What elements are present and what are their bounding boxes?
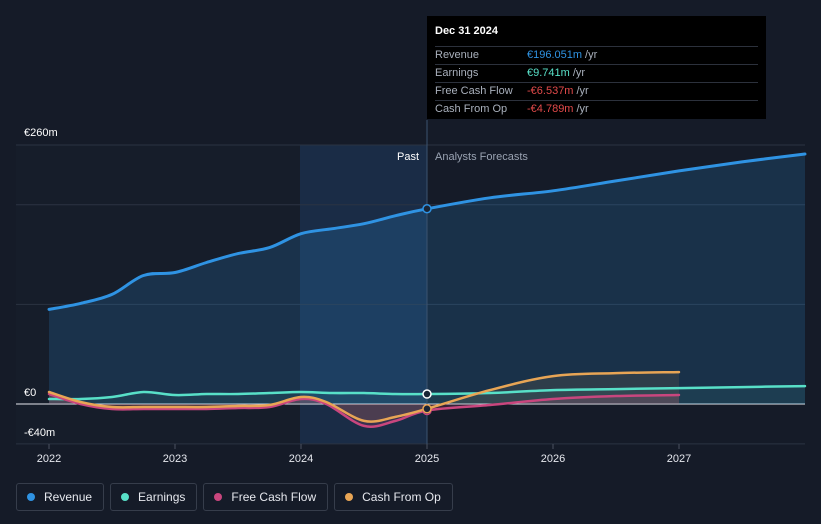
legend-label: Revenue bbox=[44, 490, 93, 504]
x-tick-label-2023: 2023 bbox=[163, 453, 187, 465]
legend: Revenue Earnings Free Cash Flow Cash Fro… bbox=[16, 483, 453, 511]
x-tick-label-2026: 2026 bbox=[541, 453, 565, 465]
series-lines bbox=[47, 152, 807, 428]
tooltip-row-earnings: Earnings €9.741m /yr bbox=[435, 65, 758, 83]
tooltip-label: Earnings bbox=[435, 67, 479, 79]
tooltip-value: -€6.537m bbox=[527, 85, 574, 97]
legend-label: Free Cash Flow bbox=[231, 490, 317, 504]
forecast-label: Analysts Forecasts bbox=[435, 151, 528, 163]
tooltip: Dec 31 2024 Revenue €196.051m /yr Earnin… bbox=[427, 16, 766, 119]
cash-from-op-dot-icon bbox=[345, 493, 354, 501]
x-tick-label-2025: 2025 bbox=[415, 453, 439, 465]
x-axis: 2022 2023 2024 2025 2026 2027 bbox=[37, 444, 691, 465]
revenue-marker bbox=[422, 204, 432, 214]
gridlines bbox=[16, 144, 805, 445]
earnings-line bbox=[47, 384, 807, 401]
legend-item-free-cash-flow[interactable]: Free Cash Flow bbox=[203, 483, 329, 511]
x-tick-label-2024: 2024 bbox=[289, 453, 313, 465]
tooltip-unit: /yr bbox=[585, 49, 598, 61]
cash-from-op-area bbox=[49, 372, 679, 422]
revenue-dot-icon bbox=[27, 493, 35, 501]
y-label-bottom: -€40m bbox=[24, 427, 55, 439]
cash-from-op-line bbox=[47, 370, 681, 423]
tooltip-value: €9.741m bbox=[527, 67, 570, 79]
free-cash-flow-line bbox=[47, 392, 681, 428]
y-label-zero: €0 bbox=[24, 387, 36, 399]
tooltip-label: Cash From Op bbox=[435, 103, 508, 115]
series-markers bbox=[422, 204, 432, 416]
y-label-top: €260m bbox=[24, 127, 58, 139]
legend-label: Earnings bbox=[138, 490, 186, 504]
past-label: Past bbox=[397, 151, 419, 163]
tooltip-unit: /yr bbox=[572, 67, 586, 79]
earnings-dot-icon bbox=[121, 493, 130, 501]
tooltip-value: €196.051m bbox=[527, 49, 583, 61]
x-tick-label-2022: 2022 bbox=[37, 453, 61, 465]
x-tick-label-2027: 2027 bbox=[667, 453, 691, 465]
tooltip-value: -€4.789m bbox=[527, 103, 574, 115]
revenue-line bbox=[47, 152, 807, 311]
tooltip-date: Dec 31 2024 bbox=[435, 25, 758, 47]
tooltip-row-revenue: Revenue €196.051m /yr bbox=[435, 47, 758, 65]
tooltip-row-free-cash-flow: Free Cash Flow -€6.537m /yr bbox=[435, 83, 758, 101]
legend-item-revenue[interactable]: Revenue bbox=[16, 483, 105, 511]
cash-from-op-marker bbox=[422, 404, 432, 414]
free-cash-flow-dot-icon bbox=[214, 493, 223, 501]
legend-item-cash-from-op[interactable]: Cash From Op bbox=[334, 483, 453, 511]
tooltip-row-cash-from-op: Cash From Op -€4.789m /yr bbox=[435, 101, 758, 118]
tooltip-label: Revenue bbox=[435, 49, 480, 61]
earnings-marker bbox=[422, 389, 432, 399]
tooltip-unit: /yr bbox=[576, 85, 589, 97]
tooltip-unit: /yr bbox=[576, 103, 589, 115]
tooltip-label: Free Cash Flow bbox=[435, 85, 513, 97]
legend-label: Cash From Op bbox=[362, 490, 441, 504]
legend-item-earnings[interactable]: Earnings bbox=[110, 483, 198, 511]
